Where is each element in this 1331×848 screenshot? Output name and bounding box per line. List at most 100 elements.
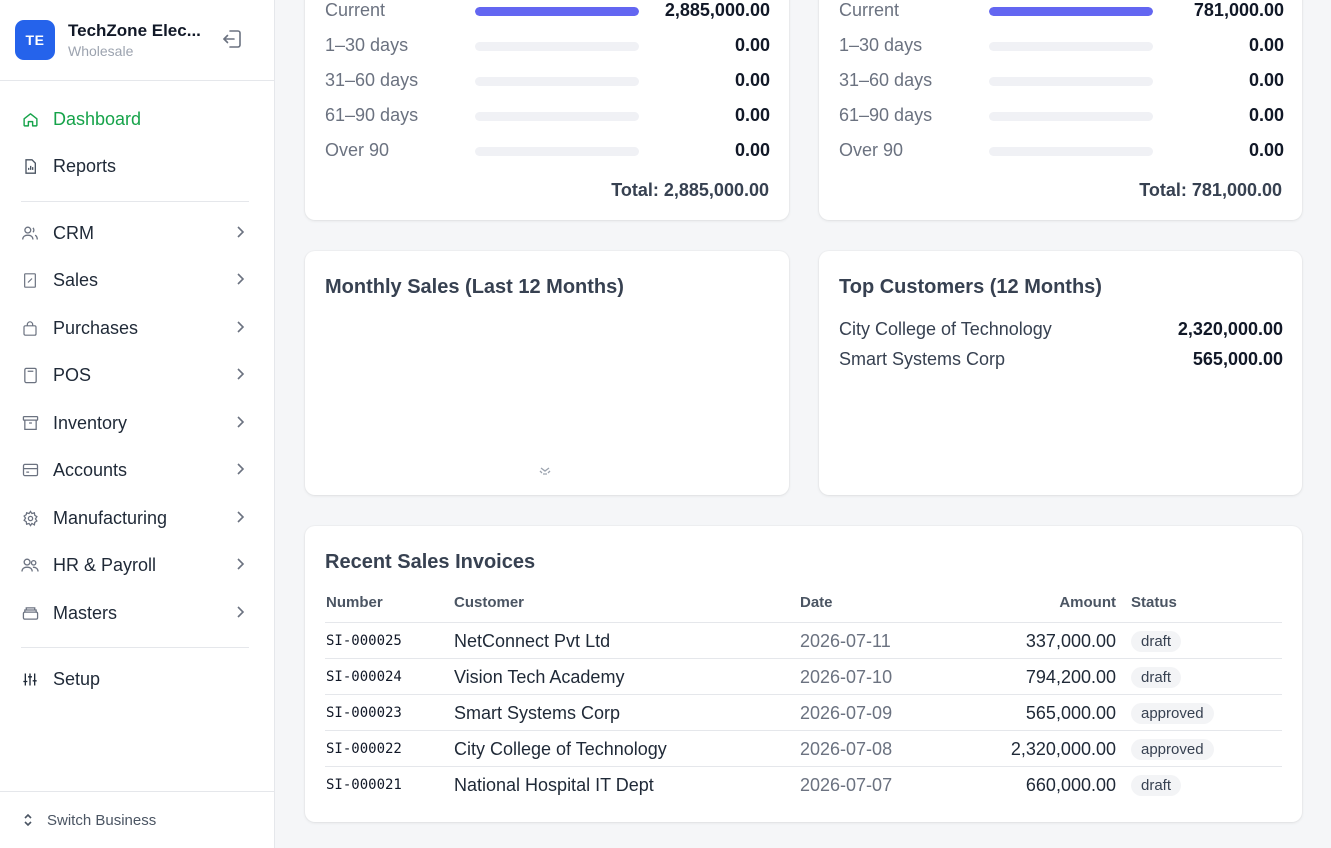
aging-bar [475,42,639,51]
nav-item-purchases[interactable]: Purchases [0,308,274,348]
nav-label: Masters [53,602,118,623]
aging-row: Current 2,885,000.00 [325,0,770,24]
nav-item-inventory[interactable]: Inventory [0,403,274,443]
aging-value: 0.00 [1248,35,1284,55]
aging-bar [989,112,1153,121]
invoice-number[interactable]: SI-000022 [326,741,402,757]
calculator-icon [21,366,39,384]
table-row[interactable]: SI-000022 City College of Technology 202… [325,730,1282,766]
invoice-date: 2026-07-09 [800,703,893,723]
status-badge: draft [1131,667,1182,688]
aging-value: 781,000.00 [1193,0,1284,20]
business-header: TE TechZone Elec... Wholesale [0,0,274,81]
table-row[interactable]: SI-000025 NetConnect Pvt Ltd 2026-07-11 … [325,622,1282,658]
nav-item-crm[interactable]: CRM [0,213,274,253]
invoice-amount: 794,200.00 [1025,667,1116,687]
aging-label: Over 90 [839,140,904,160]
monthly-sales-card: Monthly Sales (Last 12 Months) [305,251,789,495]
invoice-amount: 660,000.00 [1025,775,1116,795]
nav-label: CRM [53,222,94,243]
invoice-customer: National Hospital IT Dept [454,775,654,795]
nav-label: Inventory [53,412,128,433]
nav-label: Dashboard [53,108,142,129]
aging-bar [989,77,1153,86]
customer-row[interactable]: City College of Technology 2,320,000.00 [839,319,1283,343]
aging-row: Over 90 0.00 [325,140,770,164]
column-header-status[interactable]: Status [1131,594,1177,611]
aging-bar [475,112,639,121]
chevron-right-icon [237,606,245,618]
aging-label: 31–60 days [325,70,419,90]
nav-divider [21,201,249,202]
aging-value: 0.00 [734,35,770,55]
column-header-date[interactable]: Date [800,594,833,611]
card-icon [21,461,39,479]
column-header-customer[interactable]: Customer [454,594,525,611]
invoice-date: 2026-07-08 [800,739,893,759]
nav-label: Purchases [53,317,139,338]
switch-business-button[interactable]: Switch Business [0,791,274,848]
customer-name: Smart Systems Corp [839,349,1006,369]
customer-name: City College of Technology [839,319,1052,339]
aging-row: 1–30 days 0.00 [839,35,1284,59]
nav-label: Accounts [53,459,128,480]
home-icon [21,110,39,128]
nav-item-sales[interactable]: Sales [0,260,274,300]
aging-label: 31–60 days [839,70,933,90]
aging-value: 0.00 [734,105,770,125]
nav-label: Sales [53,269,99,290]
nav-label: Setup [53,668,101,689]
aging-value: 0.00 [1248,70,1284,90]
invoice-customer: Smart Systems Corp [454,703,621,723]
top-customers-card: Top Customers (12 Months) City College o… [819,251,1302,495]
people-icon [21,556,39,574]
aging-row: Over 90 0.00 [839,140,1284,164]
invoice-amount: 2,320,000.00 [1010,739,1116,759]
invoice-number[interactable]: SI-000021 [326,777,402,793]
aging-row: 1–30 days 0.00 [325,35,770,59]
sales-icon [21,271,39,289]
aging-value: 2,885,000.00 [664,0,770,20]
card-title: Recent Sales Invoices [325,551,536,573]
chevron-up-down-icon [24,813,32,827]
payables-aging-card: Current 781,000.00 1–30 days 0.00 31–60 … [819,0,1302,220]
status-badge: approved [1131,739,1214,760]
users-icon [21,224,39,242]
invoice-number[interactable]: SI-000025 [326,633,402,649]
invoice-number[interactable]: SI-000024 [326,669,402,685]
customer-amount: 565,000.00 [1192,349,1283,369]
aging-value: 0.00 [1248,140,1284,160]
chevron-right-icon [237,321,245,333]
aging-bar [475,147,639,156]
nav-item-reports[interactable]: Reports [0,146,274,186]
aging-total: Total: 2,885,000.00 [611,180,769,200]
nav-label: HR & Payroll [53,554,157,575]
business-avatar[interactable]: TE [15,20,55,60]
nav-item-setup[interactable]: Setup [0,659,274,699]
nav-item-manufacturing[interactable]: Manufacturing [0,498,274,538]
chevron-right-icon [237,558,245,570]
nav-item-masters[interactable]: Masters [0,593,274,633]
aging-label: Over 90 [325,140,390,160]
nav-item-pos[interactable]: POS [0,355,274,395]
nav-item-hr-payroll[interactable]: HR & Payroll [0,545,274,585]
aging-row: 31–60 days 0.00 [839,70,1284,94]
invoice-number[interactable]: SI-000023 [326,705,402,721]
table-row[interactable]: SI-000024 Vision Tech Academy 2026-07-10… [325,658,1282,694]
invoice-amount: 337,000.00 [1025,631,1116,651]
nav-item-dashboard[interactable]: Dashboard [0,99,274,139]
card-title: Monthly Sales (Last 12 Months) [325,276,624,298]
aging-bar [989,147,1153,156]
logout-icon[interactable] [221,27,245,51]
aging-label: 1–30 days [325,35,409,55]
chevron-right-icon [237,273,245,285]
column-header-number[interactable]: Number [326,594,383,611]
table-row[interactable]: SI-000023 Smart Systems Corp 2026-07-09 … [325,694,1282,730]
customer-row[interactable]: Smart Systems Corp 565,000.00 [839,349,1283,373]
table-row[interactable]: SI-000021 National Hospital IT Dept 2026… [325,766,1282,802]
column-header-amount[interactable]: Amount [1059,594,1116,611]
nav-item-accounts[interactable]: Accounts [0,450,274,490]
sidebar: TE TechZone Elec... Wholesale Dashboard … [0,0,275,848]
card-title: Top Customers (12 Months) [839,276,1102,298]
status-badge: draft [1131,631,1182,652]
